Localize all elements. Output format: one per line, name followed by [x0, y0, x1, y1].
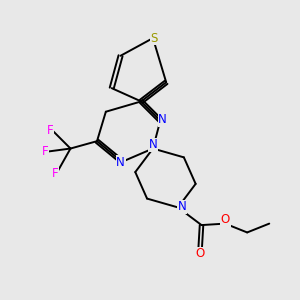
Text: F: F	[47, 124, 54, 137]
Text: N: N	[148, 138, 157, 151]
Text: N: N	[177, 200, 186, 213]
Text: F: F	[52, 167, 59, 180]
Text: S: S	[151, 32, 158, 45]
Text: N: N	[116, 156, 125, 169]
Text: O: O	[195, 247, 205, 260]
Text: O: O	[221, 213, 230, 226]
Text: F: F	[42, 145, 49, 158]
Text: N: N	[158, 113, 167, 127]
